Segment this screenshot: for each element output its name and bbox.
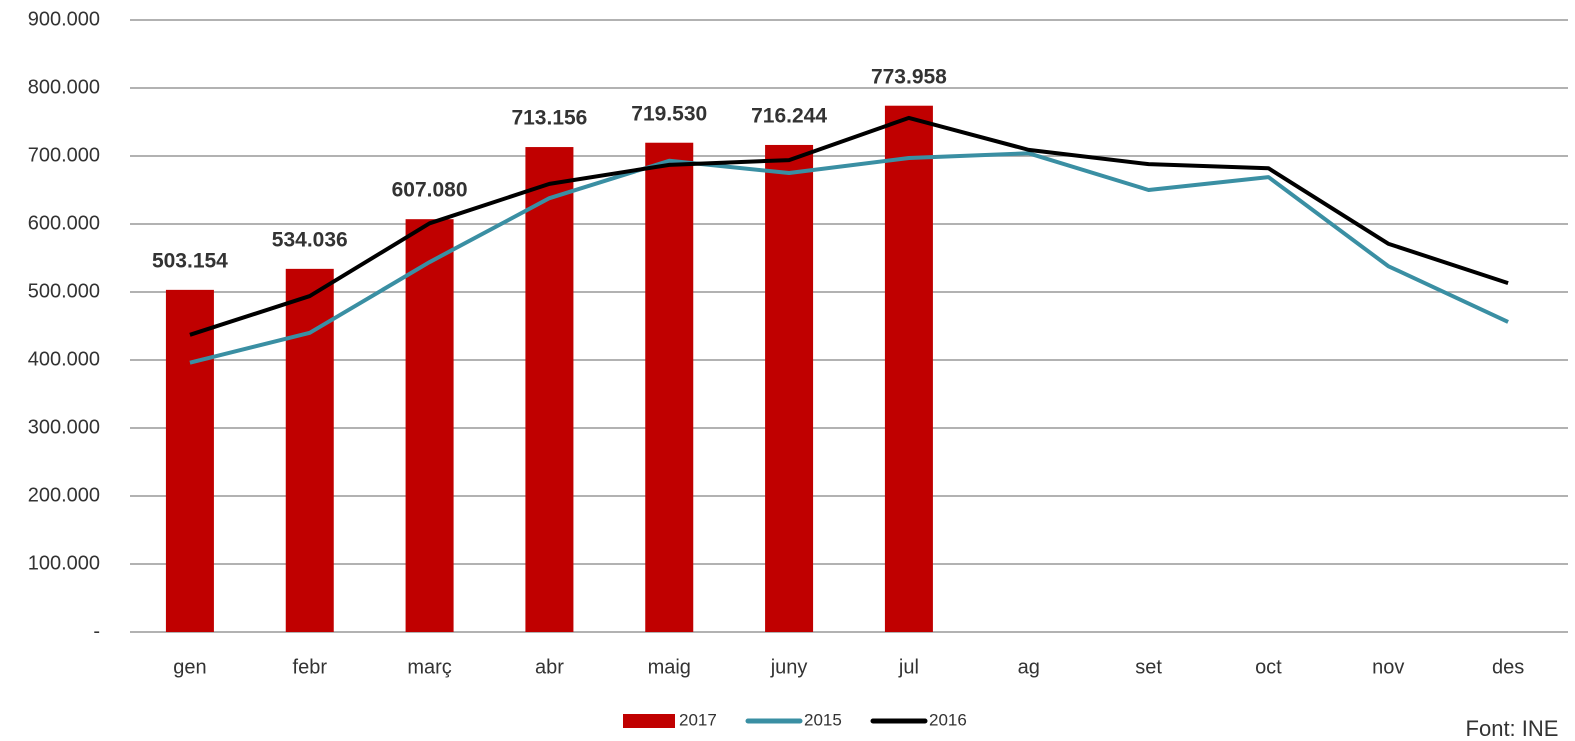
data-label: 607.080	[392, 179, 468, 202]
y-tick-label: 900.000	[28, 8, 100, 30]
bar	[405, 219, 454, 632]
data-label: 719.530	[631, 102, 707, 125]
x-tick-label: oct	[1255, 656, 1282, 678]
data-label: 773.958	[871, 65, 947, 88]
legend-label: 2017	[679, 710, 717, 729]
x-tick-label: març	[407, 656, 451, 678]
bar	[645, 142, 694, 632]
y-tick-label: 300.000	[28, 416, 100, 438]
x-tick-label: ag	[1018, 656, 1040, 678]
x-tick-label: abr	[535, 656, 564, 678]
bar	[165, 289, 214, 632]
x-tick-label: jul	[898, 656, 919, 678]
data-label: 534.036	[272, 228, 348, 251]
x-tick-label: set	[1135, 656, 1162, 678]
x-tick-label: maig	[648, 656, 691, 678]
x-tick-label: nov	[1372, 656, 1404, 678]
legend-label: 2015	[804, 710, 842, 729]
x-tick-label: gen	[173, 656, 206, 678]
y-tick-label: 700.000	[28, 144, 100, 166]
y-tick-label: 500.000	[28, 280, 100, 302]
source-note: Font: INE	[1466, 716, 1559, 736]
y-tick-label: -	[93, 620, 100, 642]
legend-swatch	[623, 714, 675, 728]
y-tick-label: 100.000	[28, 552, 100, 574]
y-tick-label: 800.000	[28, 76, 100, 98]
bar	[525, 147, 574, 632]
bar	[285, 268, 334, 632]
y-tick-label: 200.000	[28, 484, 100, 506]
x-tick-label: febr	[293, 656, 328, 678]
bar	[765, 144, 814, 632]
data-label: 716.244	[751, 105, 827, 128]
line	[189, 115, 1509, 337]
y-tick-label: 600.000	[28, 212, 100, 234]
legend-label: 2016	[929, 710, 967, 729]
data-label: 503.154	[152, 249, 228, 272]
data-label: 713.156	[511, 107, 587, 130]
x-tick-label: juny	[770, 656, 808, 678]
bar	[884, 105, 933, 632]
line	[189, 151, 1509, 365]
x-tick-label: des	[1492, 656, 1524, 678]
y-tick-label: 400.000	[28, 348, 100, 370]
